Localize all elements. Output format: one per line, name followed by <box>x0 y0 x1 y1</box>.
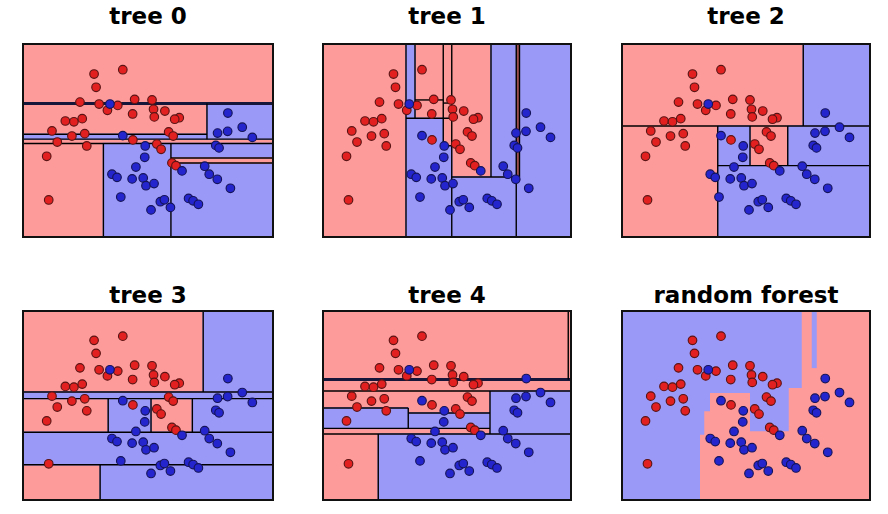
panel-tree-4: tree 4 <box>322 310 572 501</box>
decision-region-plot-tree-3 <box>22 310 274 501</box>
panel-title-tree-1: tree 1 <box>302 3 592 30</box>
decision-region-plot-tree-1 <box>322 43 572 238</box>
panel-tree-1: tree 1 <box>322 43 572 238</box>
decision-region-plot-tree-2 <box>621 43 871 238</box>
panel-title-tree-0: tree 0 <box>2 3 294 30</box>
decision-region-plot-tree-4 <box>322 310 572 501</box>
panel-title-tree-3: tree 3 <box>2 282 294 309</box>
panel-tree-2: tree 2 <box>621 43 871 238</box>
panel-title-tree-4: tree 4 <box>302 282 592 309</box>
decision-region-plot-random-forest <box>621 310 871 501</box>
panel-random-forest: random forest <box>621 310 871 501</box>
panel-title-random-forest: random forest <box>601 282 888 309</box>
panel-title-tree-2: tree 2 <box>601 3 888 30</box>
random-forest-figure: tree 0 tree 1 tree 2 tree 3 tree 4 rando… <box>0 0 888 514</box>
panel-tree-0: tree 0 <box>22 43 274 238</box>
panel-tree-3: tree 3 <box>22 310 274 501</box>
decision-region-plot-tree-0 <box>22 43 274 238</box>
